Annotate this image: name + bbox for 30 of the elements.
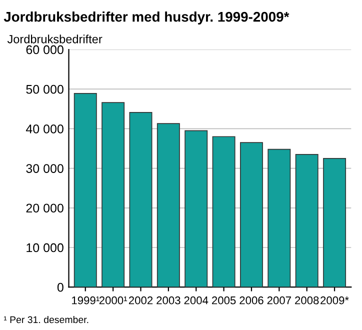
x-tick-label: 2008: [295, 296, 319, 304]
chart-title: Jordbruksbedrifter med husdyr. 1999-2009*: [4, 12, 290, 24]
bar: [74, 93, 97, 288]
bar: [240, 142, 263, 288]
x-tick-label: 2003: [156, 296, 180, 304]
y-tick-label: 30 000: [26, 164, 64, 173]
x-tick-label: 2009*: [320, 296, 349, 304]
y-tick-label: 10 000: [26, 243, 64, 252]
y-tick-label: 60 000: [26, 45, 64, 54]
bar: [295, 154, 318, 288]
y-axis-title: Jordbruksbedrifter: [7, 34, 102, 44]
x-tick-label: 2004: [184, 296, 208, 304]
bar: [268, 148, 291, 288]
x-tick-label: 2006: [240, 296, 264, 304]
text: ¹ Per 31. desember.: [4, 316, 88, 324]
y-tick-label: 20 000: [26, 204, 64, 213]
bar: [102, 102, 125, 288]
x-tick-label: 2005: [212, 296, 236, 304]
x-tick-label: 2007: [267, 296, 291, 304]
x-tick-label: 2002: [128, 296, 153, 304]
y-tick-label: 50 000: [26, 84, 64, 94]
x-tick-label: 1999¹: [72, 296, 100, 304]
bar: [323, 158, 346, 288]
x-tick-label: 2000¹: [99, 296, 128, 304]
bar: [156, 123, 180, 288]
bar: [212, 136, 236, 288]
bar: [129, 112, 152, 288]
y-tick-label: 40 000: [26, 124, 64, 134]
bar: [184, 130, 208, 288]
y-tick-label: 0: [57, 282, 64, 292]
